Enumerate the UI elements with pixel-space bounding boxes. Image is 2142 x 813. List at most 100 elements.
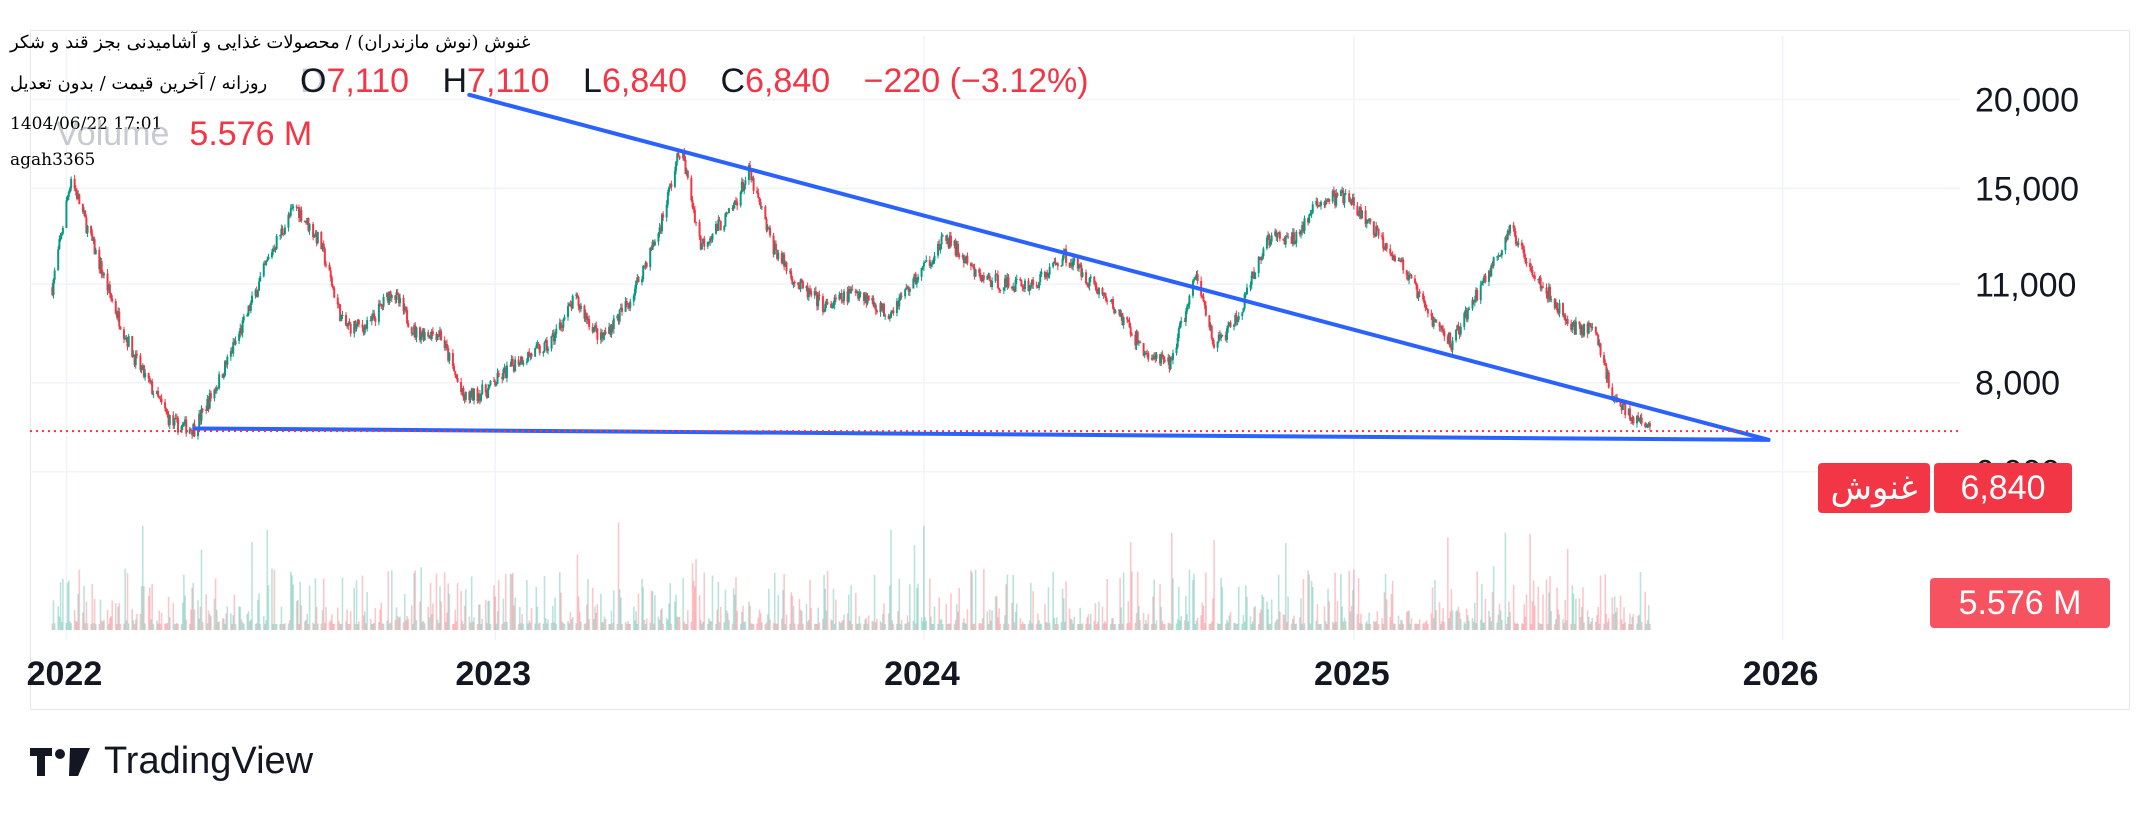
volume-bar — [443, 572, 446, 630]
drawing-lines[interactable] — [30, 92, 1960, 442]
candle-body — [898, 297, 901, 307]
candle-body — [813, 290, 816, 296]
candle-body — [781, 254, 784, 264]
volume-bar — [1489, 616, 1491, 630]
candle-body — [1327, 198, 1330, 202]
candle-body — [1517, 242, 1520, 245]
candle-body — [199, 413, 202, 421]
volume-bar — [777, 595, 780, 630]
candle-body — [591, 327, 594, 332]
candle-body — [969, 263, 972, 266]
volume-bar — [1575, 599, 1577, 630]
candle-body — [840, 293, 843, 301]
candle-body — [797, 282, 800, 286]
volume-bar — [1398, 623, 1401, 630]
candle-body — [1472, 299, 1475, 302]
volume-bar — [1060, 622, 1063, 630]
candle-body — [1065, 248, 1068, 263]
volume-bar — [916, 588, 918, 630]
candle-body — [577, 297, 580, 307]
candle-body — [1513, 227, 1516, 236]
candle-body — [1167, 357, 1170, 362]
y-tick-label: 15,000 — [1975, 170, 2079, 208]
volume-bar — [808, 619, 810, 630]
candle-body — [517, 359, 520, 365]
candle-body — [543, 342, 546, 352]
candle-body — [1564, 314, 1567, 321]
volume-bar — [810, 608, 812, 630]
volume-legend[interactable]: Volume 5.576 M — [56, 115, 312, 154]
candle-body — [1069, 262, 1072, 267]
volume-bar — [82, 612, 84, 630]
volume-bar — [300, 605, 303, 630]
volume-bar — [1376, 611, 1379, 630]
candle-body — [1574, 321, 1577, 335]
candle-body — [1095, 286, 1098, 292]
candle-body — [1484, 275, 1487, 282]
candle-body — [460, 381, 463, 393]
tradingview-logo[interactable]: TradingView — [30, 740, 313, 783]
candle-body — [263, 263, 266, 265]
volume-bar — [1482, 622, 1484, 630]
candle-body — [164, 402, 167, 409]
volume-bar — [494, 596, 496, 630]
volume-bar — [519, 606, 521, 630]
candle-body — [1580, 326, 1583, 335]
x-axis[interactable]: 2022 2023 2024 2025 2026 — [27, 655, 1819, 693]
volume-bar — [345, 621, 347, 630]
volume-bar — [251, 542, 253, 630]
candle-body — [70, 178, 73, 189]
volume-bar — [503, 622, 506, 630]
volume-bar — [1638, 614, 1641, 630]
volume-bar — [1236, 623, 1239, 630]
candle-body — [1195, 274, 1198, 278]
volume-bar — [575, 623, 578, 630]
volume-bar — [67, 580, 70, 630]
volume-bar — [1571, 585, 1574, 630]
volume-bar — [596, 604, 599, 630]
candle-body — [339, 304, 342, 322]
candle-body — [267, 257, 270, 260]
candle-body — [59, 235, 62, 240]
volume-bar — [1318, 623, 1321, 630]
volume-bar — [988, 609, 991, 630]
candle-body — [1383, 248, 1386, 250]
ohlc-legend[interactable]: O7,110 H7,110 L6,840 C6,840 −220 (−3.12%… — [300, 62, 1113, 101]
candle-body — [723, 226, 726, 231]
volume-bar — [1414, 623, 1416, 630]
volume-bar — [684, 623, 687, 630]
candle-body — [505, 365, 508, 378]
volume-value: 5.576 M — [189, 115, 313, 153]
volume-bar — [1163, 623, 1166, 630]
candle-body — [1512, 224, 1515, 228]
candle-body — [436, 334, 439, 340]
volume-bar — [761, 622, 763, 630]
candle-body — [1294, 243, 1297, 245]
volume-bar — [1102, 623, 1105, 630]
volume-bar — [1390, 593, 1393, 630]
candle-body — [86, 225, 89, 233]
volume-bar — [683, 621, 686, 630]
candle-body — [254, 290, 257, 296]
candle-body — [262, 263, 265, 277]
candle-body — [160, 398, 163, 403]
volume-bar — [805, 604, 808, 630]
volume-bar — [1015, 603, 1018, 630]
volume-bar — [876, 618, 878, 630]
candle-body — [196, 428, 199, 437]
volume-bar — [1472, 621, 1475, 630]
volume-bar — [840, 621, 843, 630]
volume-bar — [1340, 573, 1342, 630]
candle-body — [287, 214, 290, 228]
candle-body — [1048, 266, 1051, 275]
candle-body — [1028, 286, 1031, 291]
volume-bar — [1118, 623, 1120, 630]
candle-body — [922, 262, 925, 267]
candle-body — [643, 265, 646, 267]
volume-bar — [1057, 624, 1059, 630]
candle-body — [1648, 423, 1651, 427]
candle-body — [270, 252, 273, 258]
volume-bar — [731, 623, 734, 630]
